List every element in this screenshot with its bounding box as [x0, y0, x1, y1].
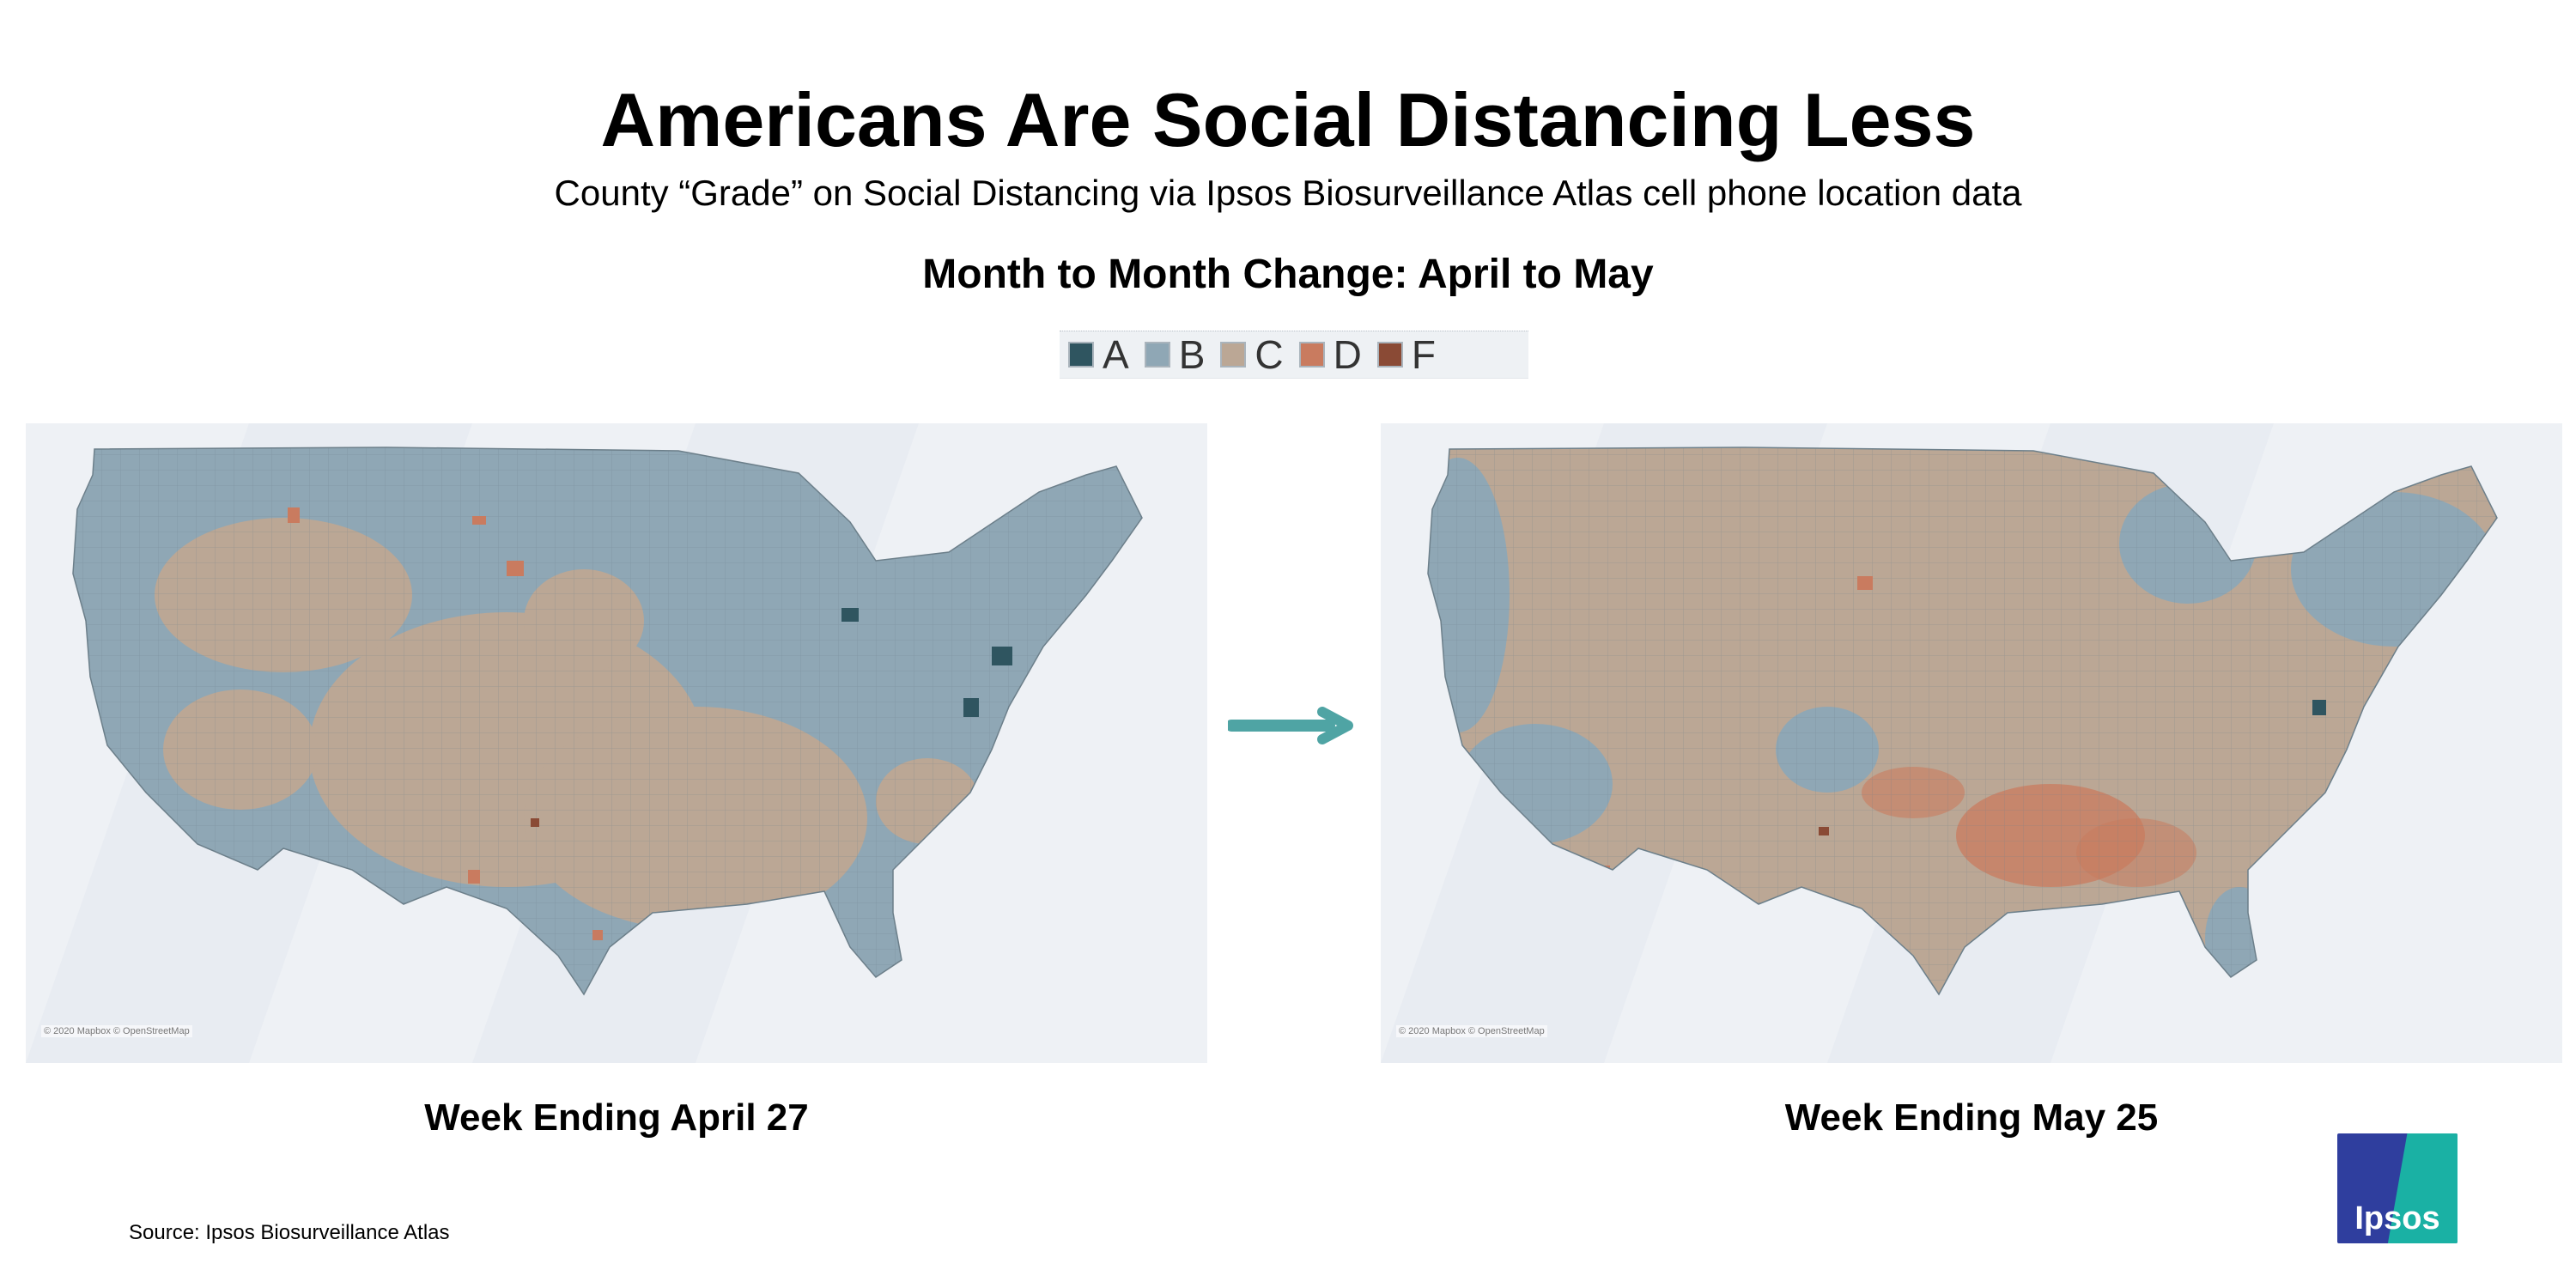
- legend-label-c: C: [1255, 332, 1284, 377]
- map-caption-may: Week Ending May 25: [1784, 1097, 2159, 1139]
- legend-swatch-f: [1376, 342, 1403, 368]
- map-attribution[interactable]: © 2020 Mapbox © OpenStreetMap: [1396, 1025, 1547, 1037]
- page-subtitle: County “Grade” on Social Distancing via …: [554, 173, 2022, 213]
- map-attribution[interactable]: © 2020 Mapbox © OpenStreetMap: [41, 1025, 192, 1037]
- us-county-map-may: [1381, 423, 2498, 1063]
- right-arrow-icon: [1228, 707, 1353, 744]
- legend-item-b: B: [1144, 332, 1206, 377]
- legend-item-a: A: [1068, 335, 1129, 374]
- legend-swatch-a: [1068, 342, 1094, 368]
- map-caption-april: Week Ending April 27: [424, 1097, 809, 1139]
- legend-item-d: D: [1298, 332, 1362, 377]
- legend-label-b: B: [1178, 332, 1206, 377]
- map-may[interactable]: © 2020 Mapbox © OpenStreetMap: [1381, 423, 2562, 1063]
- map-april[interactable]: © 2020 Mapbox © OpenStreetMap: [26, 423, 1207, 1063]
- county-fill-april: [73, 447, 1142, 994]
- section-title: Month to Month Change: April to May: [922, 252, 1654, 297]
- logo-text: Ipsos: [2354, 1200, 2440, 1236]
- legend-label-d: D: [1333, 332, 1362, 377]
- legend-item-f: F: [1376, 332, 1436, 377]
- us-county-map-april: [26, 423, 1143, 1063]
- legend-label-f: F: [1411, 332, 1436, 377]
- legend-item-c: C: [1220, 332, 1284, 377]
- source-note: Source: Ipsos Biosurveillance Atlas: [129, 1221, 450, 1244]
- legend-label-a: A: [1103, 332, 1129, 377]
- legend-swatch-b: [1144, 342, 1170, 368]
- grade-legend: A B C D F: [1060, 331, 1528, 379]
- legend-swatch-c: [1220, 342, 1247, 368]
- ipsos-logo: Ipsos: [2337, 1133, 2458, 1243]
- page-title: Americans Are Social Distancing Less: [600, 77, 1976, 162]
- legend-swatch-d: [1298, 342, 1325, 368]
